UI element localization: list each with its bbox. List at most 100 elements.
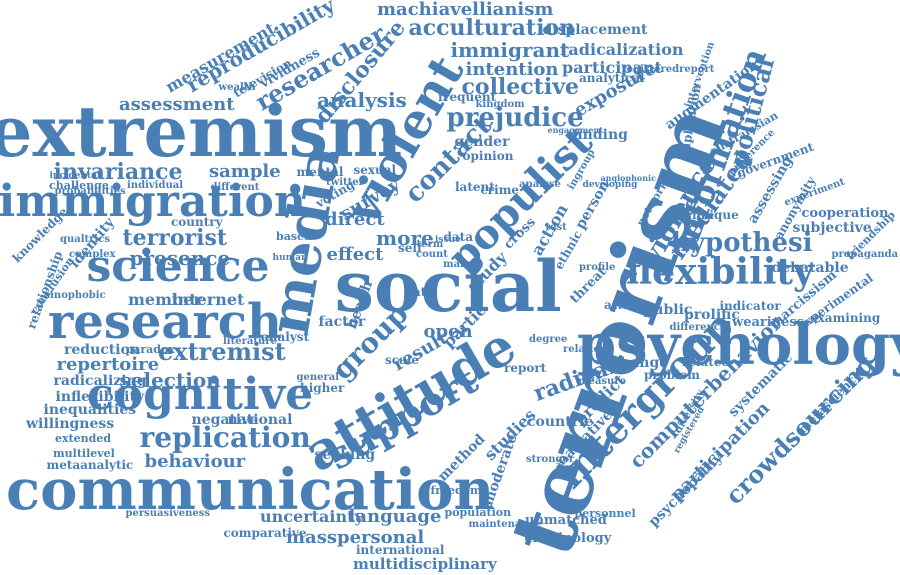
word-analytical: analytical <box>579 71 645 85</box>
word-science: science <box>86 241 270 292</box>
word-relation: relation <box>563 344 608 355</box>
word-terrorist: terrorist <box>122 225 228 251</box>
word-comparative: comparative <box>223 526 307 540</box>
word-qualtrics: qualtrics <box>60 234 110 245</box>
word-language: language <box>348 506 442 527</box>
word-direct: direct <box>325 209 385 230</box>
word-subjective: subjective <box>792 220 872 236</box>
word-internet: internet <box>171 290 245 309</box>
word-extremism: extremism <box>0 90 403 173</box>
word-cooperation: cooperation <box>801 205 889 221</box>
word-finding: finding <box>572 127 628 143</box>
word-self: self <box>398 241 423 255</box>
word-test: test <box>545 222 567 233</box>
word-measure: measure <box>578 376 626 387</box>
word-engagement: engagement <box>547 125 603 135</box>
word-freedom: freedom <box>430 483 482 497</box>
word-prolific: prolific <box>684 307 740 323</box>
word-difference: difference <box>669 322 727 333</box>
word-gender: gender <box>454 134 510 150</box>
word-metaanalytic: metaanalytic <box>46 458 134 472</box>
word-weariness: weariness <box>732 314 805 330</box>
word-twitter: twitter <box>326 177 364 188</box>
word-negative: negative <box>191 412 259 428</box>
word-personnel: personnel <box>574 506 636 520</box>
word-more: more <box>376 226 434 250</box>
word-uncertainty: uncertainty <box>260 507 364 526</box>
word-sinophobic: sinophobic <box>44 290 106 301</box>
word-presence: presence <box>129 246 231 270</box>
word-report: report <box>504 361 547 375</box>
word-unmatched: unmatched <box>525 512 607 528</box>
word-displacement: displacement <box>542 22 648 38</box>
word-radicalizing: radicalizing <box>53 373 147 389</box>
word-willingness: willingness <box>26 416 115 432</box>
word-social: social <box>334 245 562 328</box>
word-international: international <box>356 543 445 557</box>
word-indicator: indicator <box>719 299 781 313</box>
word-different: different <box>210 182 260 193</box>
word-effect: effect <box>326 244 384 265</box>
word-anglophonic: anglophonic <box>600 173 656 183</box>
word-challenge: challenge <box>49 178 109 192</box>
word-criminology: criminology <box>524 530 612 546</box>
word-frequent: frequent <box>438 90 497 104</box>
word-wealth: wealth <box>218 82 256 93</box>
word-prejudice: prejudice <box>446 103 584 133</box>
word-scale: scale <box>385 353 420 367</box>
word-national: national <box>227 412 293 428</box>
word-complex: complex <box>69 249 116 260</box>
word-sexual: sexual <box>353 163 397 177</box>
word-cognitive: cognitive <box>87 369 314 420</box>
word-incidental: incidental <box>49 170 101 181</box>
word-analyst: analyst <box>261 330 310 344</box>
word-probabilities: probabilities <box>54 186 126 197</box>
word-data: data <box>443 230 473 244</box>
word-technique: technique <box>671 208 739 222</box>
word-registeredreport: registeredreport <box>621 64 715 75</box>
word-immigration: immigration <box>0 176 306 227</box>
word-public: public <box>643 302 693 318</box>
word-selection: selection <box>119 368 221 392</box>
word-crime: crime <box>480 183 520 197</box>
word-psychopathy: psychopathy <box>645 449 726 531</box>
word-based: based <box>276 229 312 243</box>
word-human: human <box>272 252 308 263</box>
word-issue: issue <box>435 234 461 245</box>
word-participant: participant <box>562 58 662 77</box>
word-population: population <box>444 505 512 519</box>
word-stronger: stronger <box>526 454 575 465</box>
word-multidisciplinary: multidisciplinary <box>353 554 497 573</box>
word-profile: profile <box>579 262 616 273</box>
word-sample: sample <box>209 161 281 182</box>
word-extended: extended <box>55 431 112 445</box>
word-attack: attack <box>604 298 647 312</box>
word-masspersonal: masspersonal <box>286 527 425 548</box>
word-immigrant: immigrant <box>450 38 570 62</box>
word-country: country <box>171 215 223 229</box>
word-higher: higher <box>300 381 345 395</box>
word-communication: communication <box>6 457 495 523</box>
word-psychology: psychology <box>577 312 900 378</box>
word-inflexibility: inflexibility <box>55 389 145 405</box>
word-analysis: analysis <box>317 88 407 112</box>
word-term: term <box>416 239 444 250</box>
word-individual: individual <box>127 180 184 191</box>
word-change: change <box>611 355 669 371</box>
word-many: many <box>443 259 474 270</box>
word-latent: latent <box>455 180 495 194</box>
word-general: general <box>296 372 340 383</box>
word-open: open <box>423 321 473 342</box>
word-collective: collective <box>461 74 579 100</box>
word-paradox: paradox <box>125 342 175 356</box>
word-inequalities: inequalities <box>43 402 137 418</box>
word-rate: rate <box>406 285 434 299</box>
word-literature: literature <box>223 336 277 347</box>
word-member: member <box>128 290 202 309</box>
word-examining: examining <box>810 311 881 325</box>
word-debatable: debatable <box>771 260 849 276</box>
word-assessment: assessment <box>119 94 235 115</box>
word-analyse: analyse <box>519 179 561 190</box>
word-count: count <box>416 249 448 260</box>
